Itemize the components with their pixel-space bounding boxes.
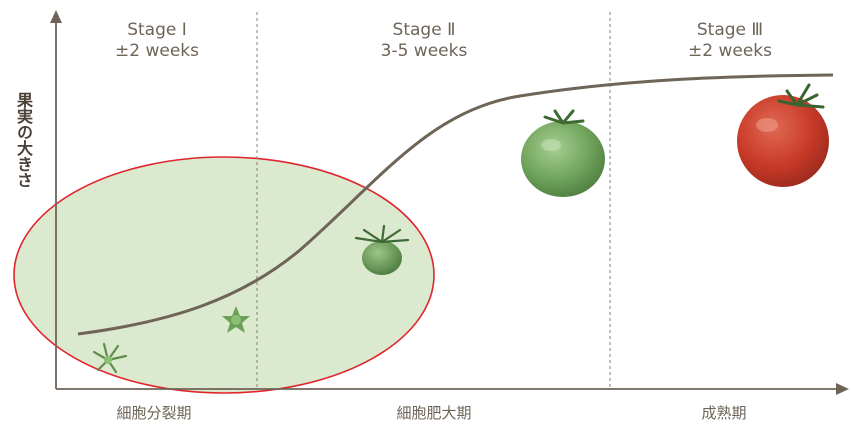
y-axis-arrow-icon — [50, 10, 62, 23]
growth-curve — [77, 73, 834, 336]
stage-3-title: Stage Ⅲ — [696, 20, 764, 40]
phase-label-ripening: 成熟期 — [701, 404, 747, 422]
y-axis-label: 果実の大きさ — [14, 92, 33, 188]
cell-division-highlight — [13, 156, 435, 394]
tomato-stage-3-icon — [354, 224, 410, 275]
tomato-red-icon — [737, 83, 829, 187]
stage-3-duration: ±2 weeks — [688, 41, 772, 61]
stage-1-duration: ±2 weeks — [115, 41, 199, 61]
stage-3-header: Stage Ⅲ ±2 weeks — [670, 20, 790, 62]
tomato-stage-1-icon — [92, 342, 128, 374]
phase-label-cell-division: 細胞分裂期 — [116, 404, 192, 422]
phase-label-cell-expansion: 細胞肥大期 — [396, 404, 472, 422]
stage-2-title: Stage Ⅱ — [392, 20, 456, 40]
stage-2-duration: 3-5 weeks — [380, 41, 468, 61]
stage-1-header: Stage Ⅰ ±2 weeks — [97, 20, 217, 62]
tomato-green-icon — [521, 109, 605, 197]
stage-2-header: Stage Ⅱ 3-5 weeks — [364, 20, 484, 62]
tomato-stage-2-icon — [222, 306, 250, 333]
stage-1-title: Stage Ⅰ — [127, 20, 187, 40]
x-axis-arrow-icon — [836, 383, 849, 395]
